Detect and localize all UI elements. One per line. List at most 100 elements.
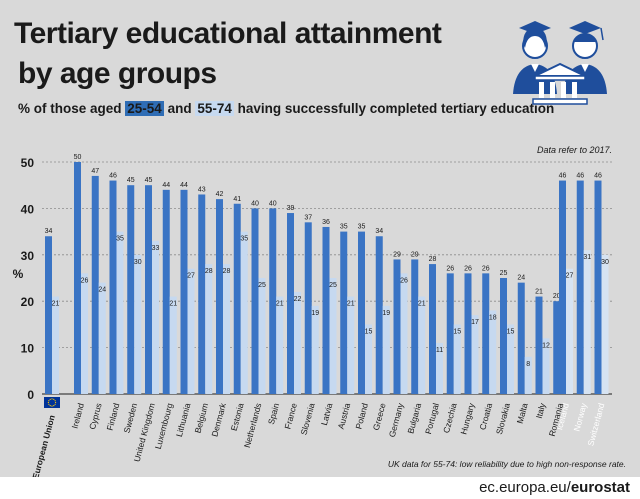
- bar-25-54: [411, 259, 419, 394]
- data-label-55-74: 26: [81, 277, 89, 284]
- x-tick-label: Germany: [387, 401, 406, 438]
- legend-55-74: 55-74: [195, 101, 234, 116]
- bar-55-74: [601, 254, 609, 394]
- bar-25-54: [162, 189, 170, 394]
- bar-55-74: [276, 296, 284, 394]
- bar-25-54: [251, 208, 259, 394]
- bar-55-74: [583, 250, 591, 394]
- bar-55-74: [240, 231, 248, 394]
- x-tick-label: France: [282, 402, 299, 430]
- bar-55-74: [223, 264, 230, 394]
- data-label-55-74: 15: [507, 328, 515, 335]
- data-label-25-54: 37: [304, 214, 312, 221]
- x-tick-label: Spain: [266, 402, 281, 426]
- bar-25-54: [322, 226, 330, 394]
- bar-25-54: [446, 273, 454, 394]
- bar-25-54: [216, 199, 223, 394]
- data-label-25-54: 46: [109, 173, 117, 180]
- bar-55-74: [507, 324, 514, 394]
- eu-flag-star: [54, 403, 56, 405]
- data-label-55-74: 8: [526, 361, 530, 368]
- data-label-55-74: 19: [311, 310, 319, 317]
- bar-25-54: [429, 264, 436, 394]
- bar-55-74: [258, 278, 266, 394]
- data-label-55-74: 21: [169, 301, 177, 308]
- eu-flag-star: [48, 403, 50, 405]
- bar-55-74: [81, 273, 88, 394]
- bar-55-74: [52, 296, 59, 394]
- x-tick-label: Belgium: [193, 402, 211, 434]
- eu-flag-star: [54, 400, 56, 402]
- bar-55-74: [205, 264, 213, 394]
- bar-55-74: [347, 296, 355, 394]
- bar-55-74: [134, 254, 142, 394]
- data-label-25-54: 47: [91, 168, 99, 175]
- data-label-55-74: 28: [205, 268, 213, 275]
- bar-25-54: [594, 180, 602, 394]
- bar-55-74: [418, 296, 426, 394]
- data-label-55-74: 22: [294, 296, 302, 303]
- bar-55-74: [436, 342, 443, 394]
- data-label-25-54: 40: [251, 200, 259, 207]
- subtitle-suffix: having successfully completed tertiary e…: [237, 101, 555, 116]
- data-label-55-74: 21: [418, 301, 426, 308]
- eu-flag-star: [51, 398, 53, 400]
- data-label-25-54: 44: [180, 182, 188, 189]
- uk-reliability-note: UK data for 55-74: low reliability due t…: [387, 459, 626, 469]
- footer-site: ec.europa.eu/: [479, 479, 571, 496]
- data-label-25-54: 24: [517, 275, 525, 282]
- y-tick-label: 20: [21, 295, 35, 309]
- data-label-55-74: 12: [542, 342, 550, 349]
- data-label-55-74: 15: [453, 328, 461, 335]
- eu-flag-star: [49, 405, 51, 407]
- data-label-25-54: 25: [500, 270, 508, 277]
- data-label-25-54: 36: [322, 219, 330, 226]
- x-tick-label: Switzerland: [585, 402, 606, 447]
- x-tick-label: Greece: [371, 402, 388, 432]
- data-label-55-74: 30: [134, 259, 142, 266]
- legend-25-54: 25-54: [125, 101, 164, 116]
- bar-55-74: [524, 356, 532, 394]
- data-label-55-74: 21: [52, 301, 60, 308]
- title-line-1: Tertiary educational attainment: [14, 17, 442, 50]
- data-label-55-74: 21: [276, 301, 284, 308]
- data-label-55-74: 25: [329, 282, 337, 289]
- chart-subtitle: % of those aged 25-54 and 55-74 having s…: [18, 101, 554, 116]
- bar-25-54: [517, 282, 525, 394]
- data-label-55-74: 27: [187, 273, 195, 280]
- bar-25-54: [109, 180, 117, 394]
- data-label-25-54: 20: [553, 293, 561, 300]
- x-tick-label: Austria: [336, 402, 353, 430]
- data-label-55-74: 28: [223, 268, 231, 275]
- data-label-55-74: 31: [583, 254, 591, 261]
- bar-25-54: [269, 208, 277, 394]
- bar-55-74: [311, 305, 319, 394]
- data-label-25-54: 50: [74, 154, 82, 161]
- bar-55-74: [294, 291, 301, 394]
- bar-25-54: [482, 273, 490, 394]
- y-tick-label: 0: [27, 388, 34, 402]
- data-label-25-54: 45: [145, 177, 153, 184]
- bar-25-54: [576, 180, 584, 394]
- data-label-25-54: 34: [45, 228, 53, 235]
- y-tick-label: 10: [21, 342, 35, 356]
- x-tick-label: Cyprus: [87, 402, 104, 431]
- bar-chart: 0 10 20 30 40 50% 34 21 European Union 50 26 Irelan…: [13, 154, 612, 477]
- x-tick-label: European Union: [30, 414, 57, 477]
- bar-55-74: [471, 315, 479, 394]
- data-label-55-74: 35: [240, 236, 248, 243]
- bar-55-74: [116, 231, 124, 394]
- data-label-25-54: 42: [216, 191, 224, 198]
- subtitle-prefix: % of those aged: [18, 101, 122, 116]
- x-tick-label: Hungary: [458, 401, 476, 435]
- eu-flag-star: [55, 401, 57, 404]
- data-label-25-54: 26: [446, 265, 454, 272]
- data-label-55-74: 26: [400, 277, 408, 284]
- bar-55-74: [329, 278, 337, 394]
- bar-25-54: [91, 175, 99, 394]
- x-tick-label: Estonia: [229, 402, 246, 432]
- bar-55-74: [152, 240, 159, 394]
- data-label-55-74: 15: [365, 328, 373, 335]
- data-label-25-54: 35: [340, 224, 348, 231]
- data-label-55-74: 17: [471, 319, 479, 326]
